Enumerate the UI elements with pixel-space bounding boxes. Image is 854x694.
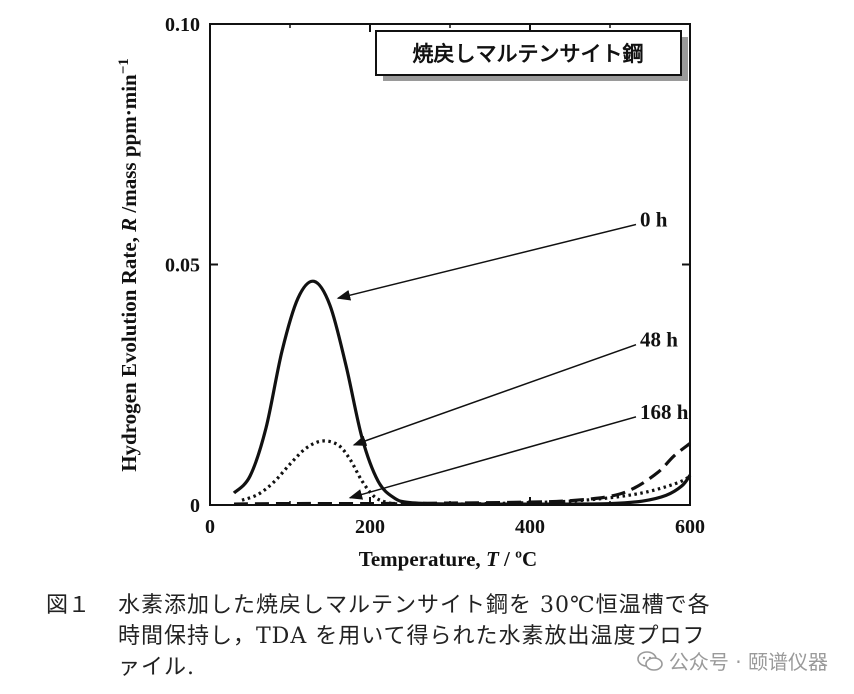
annotation-arrow (348, 416, 637, 500)
annotation-layer: 0 h 48 h 168 h (336, 207, 689, 500)
y-tick-label: 0.05 (165, 255, 200, 277)
plot-frame (209, 23, 691, 506)
x-axis-title: Temperature, T / ºC (359, 547, 537, 571)
figure-caption: 図１ 水素添加した焼戻しマルテンサイト鋼を 30℃恒温槽で各 時間保持し，TDA… (46, 590, 806, 683)
x-tick-label: 0 (205, 516, 215, 538)
y-tick-label: 0.10 (165, 14, 200, 36)
series-label-0-h: 0 h (640, 207, 668, 231)
watermark-text: 公众号 · 颐谱仪器 (668, 650, 828, 674)
x-tick-label: 200 (355, 516, 385, 538)
series-label-48-h: 48 h (640, 328, 678, 352)
caption-line-2: 時間保持し，TDA を用いて得られた水素放出温度プロフ (118, 624, 706, 649)
caption-label: 図１ (46, 593, 91, 618)
series-label-168-h: 168 h (640, 400, 689, 424)
annotation-arrow (336, 223, 637, 301)
y-axis-title: Hydrogen Evolution Rate, R /mass ppm·min… (116, 58, 141, 472)
caption-line-3: ァイル. (118, 655, 195, 680)
wechat-icon (637, 650, 663, 671)
plot-border (209, 23, 691, 506)
x-tick-label: 600 (675, 516, 705, 538)
tda-chart: 0 200 400 600 0 0.05 0.10 0 h 48 h 168 h 焼戻しマルテン… (116, 14, 705, 571)
x-tick-label: 400 (515, 516, 545, 538)
series-layer (232, 279, 692, 506)
legend-box (375, 30, 682, 76)
series-line-0-h (232, 279, 692, 506)
annotation-arrow (352, 343, 637, 446)
legend-title-box: 焼戻しマルテンサイト鋼 (375, 30, 688, 81)
axis-ticks: 0 200 400 600 0 0.05 0.10 (165, 14, 705, 538)
series-line-168-h (233, 442, 691, 506)
series-line-48-h (241, 439, 691, 506)
chart-title: 焼戻しマルテンサイト鋼 (413, 42, 644, 66)
watermark: 公众号 · 颐谱仪器 (637, 646, 828, 675)
y-tick-label: 0 (190, 495, 200, 517)
caption-line-1: 水素添加した焼戻しマルテンサイト鋼を 30℃恒温槽で各 (118, 593, 711, 618)
